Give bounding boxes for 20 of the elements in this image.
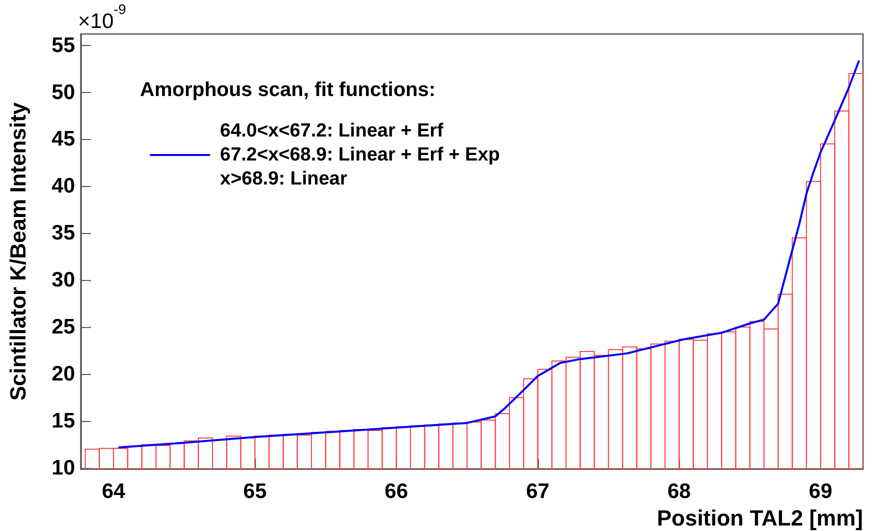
x-tick-label: 65 (243, 480, 267, 503)
y-tick-label: 15 (52, 410, 76, 433)
y-tick-label: 45 (52, 128, 76, 151)
x-axis-title: Position TAL2 [mm] (656, 506, 863, 530)
y-tick-label: 55 (52, 34, 76, 57)
y-tick-label: 35 (52, 222, 76, 245)
x-tick-label: 69 (808, 480, 832, 503)
y-tick-label: 10 (52, 456, 75, 480)
y-axis-title: Scintillator K/Beam Intensity (6, 102, 30, 401)
x-tick-label: 67 (526, 480, 550, 503)
legend-label: 64.0<x<67.2: Linear + Erf 67.2<x<68.9: Linear + Erf + Exp x>68.9: Linear (220, 120, 500, 190)
x-tick-label: 68 (667, 480, 692, 503)
x-tick-label: 66 (384, 480, 408, 503)
x-tick-label: 64 (102, 480, 126, 503)
y-tick-label: 50 (52, 80, 75, 104)
y-tick-label: 40 (52, 174, 75, 198)
legend-title: Amorphous scan, fit functions: (140, 79, 436, 101)
y-tick-label: 30 (52, 268, 75, 292)
y-tick-label: 20 (52, 362, 75, 386)
y-tick-label: 25 (52, 316, 76, 339)
